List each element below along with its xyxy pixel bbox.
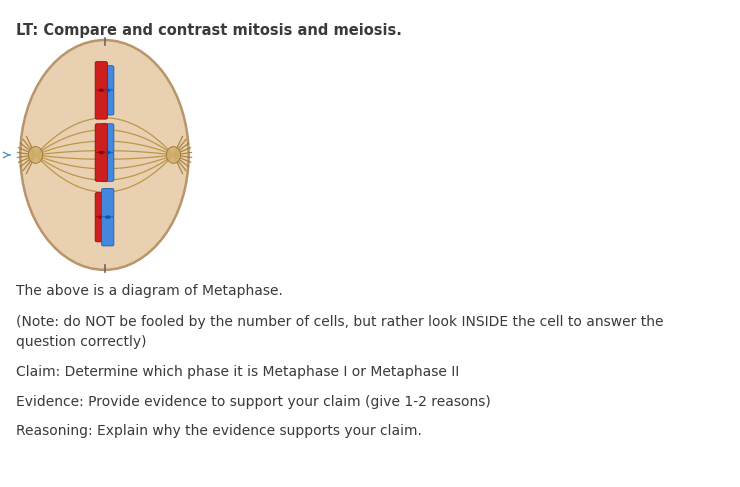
Ellipse shape [166,147,181,163]
FancyBboxPatch shape [101,66,114,91]
Ellipse shape [98,151,104,154]
Text: The above is a diagram of Metaphase.: The above is a diagram of Metaphase. [16,284,283,298]
Ellipse shape [105,89,110,92]
Text: LT: Compare and contrast mitosis and meiosis.: LT: Compare and contrast mitosis and mei… [16,23,402,38]
FancyBboxPatch shape [95,217,107,242]
Ellipse shape [105,216,110,219]
Text: Reasoning: Explain why the evidence supports your claim.: Reasoning: Explain why the evidence supp… [16,425,422,438]
FancyBboxPatch shape [101,90,114,115]
Ellipse shape [21,40,189,270]
FancyBboxPatch shape [101,217,114,246]
Text: question correctly): question correctly) [16,336,147,349]
Ellipse shape [98,216,104,219]
Text: (Note: do NOT be fooled by the number of cells, but rather look INSIDE the cell : (Note: do NOT be fooled by the number of… [16,315,663,329]
FancyBboxPatch shape [101,152,114,181]
FancyBboxPatch shape [101,188,114,218]
FancyBboxPatch shape [95,124,107,153]
FancyBboxPatch shape [95,61,107,91]
Ellipse shape [98,89,104,92]
Text: Claim: Determine which phase it is Metaphase I or Metaphase II: Claim: Determine which phase it is Metap… [16,365,459,379]
Ellipse shape [28,147,43,163]
Ellipse shape [105,151,110,154]
FancyBboxPatch shape [95,152,107,181]
FancyBboxPatch shape [101,124,114,153]
FancyBboxPatch shape [95,90,107,119]
Text: Evidence: Provide evidence to support your claim (give 1-2 reasons): Evidence: Provide evidence to support yo… [16,395,491,409]
FancyBboxPatch shape [95,192,107,218]
